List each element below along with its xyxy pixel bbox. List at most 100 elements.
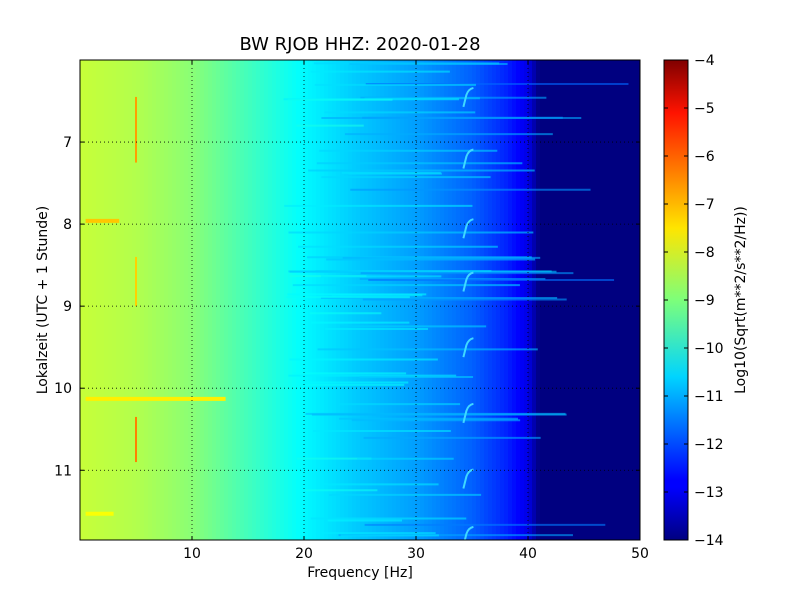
x-tick-label: 20 xyxy=(295,546,313,562)
spectrogram-cell xyxy=(324,60,329,540)
plot-area xyxy=(79,59,641,541)
colorbar-tick-label: −14 xyxy=(694,533,724,549)
spectrogram-cell xyxy=(296,60,301,540)
spectrogram-cell xyxy=(116,60,121,540)
spectrogram-cell xyxy=(196,60,201,540)
spectrogram-cell xyxy=(148,60,153,540)
colorbar-tick-label: −12 xyxy=(694,437,724,453)
signal-hook xyxy=(462,86,474,108)
x-tick-label: 40 xyxy=(519,546,537,562)
x-tick-label: 10 xyxy=(183,546,201,562)
spectrogram-cell xyxy=(572,60,577,540)
y-axis-label: Lokalzeit (UTC + 1 Stunde) xyxy=(35,206,51,395)
spectrogram-cell xyxy=(304,60,309,540)
spectrogram-cell xyxy=(292,60,297,540)
spectrogram-cell xyxy=(300,60,305,540)
spectrogram-cell xyxy=(612,60,617,540)
x-tick-label: 50 xyxy=(631,546,649,562)
chart-title: BW RJOB HHZ: 2020-01-28 xyxy=(239,34,480,55)
spectrogram-cell xyxy=(256,60,261,540)
spectrogram-cell xyxy=(92,60,97,540)
spectrogram-cell xyxy=(312,60,317,540)
colorbar-tick-label: −9 xyxy=(694,293,715,309)
spectrogram-cell xyxy=(268,60,273,540)
spectrogram-cell xyxy=(592,60,597,540)
signal-hook xyxy=(462,218,474,239)
spectrogram-cell xyxy=(260,60,265,540)
spectrogram-cell xyxy=(264,60,269,540)
spectrogram-cell xyxy=(160,60,165,540)
spectrogram-cell xyxy=(164,60,169,540)
colorbar-tick-label: −7 xyxy=(694,197,715,213)
spectrogram-cell xyxy=(124,60,129,540)
y-tick-label: 8 xyxy=(63,217,72,233)
spectrogram-cell xyxy=(156,60,161,540)
spectrogram-cell xyxy=(128,60,133,540)
spectrogram-cell xyxy=(88,60,93,540)
spectrogram-cell xyxy=(340,60,345,540)
y-tick-label: 10 xyxy=(54,381,72,397)
spectrogram-cell xyxy=(576,60,581,540)
spectrogram-cell xyxy=(336,60,341,540)
colorbar-tick-label: −6 xyxy=(694,149,715,165)
spectrogram-cell xyxy=(288,60,293,540)
spectrogram-cell xyxy=(584,60,589,540)
y-tick-label: 11 xyxy=(54,463,72,479)
spectrogram-cell xyxy=(616,60,621,540)
spectrogram-cell xyxy=(596,60,601,540)
signal-hook xyxy=(462,337,474,358)
spectrogram-cell xyxy=(140,60,145,540)
y-tick-label: 9 xyxy=(63,299,72,315)
spectrogram-cell xyxy=(232,60,237,540)
colorbar-tick-label: −13 xyxy=(694,485,724,501)
spectrogram-cell xyxy=(240,60,245,540)
spectrogram-cell xyxy=(212,60,217,540)
spectrogram-cell xyxy=(624,60,629,540)
spectrogram-cell xyxy=(332,60,337,540)
spectrogram-cell xyxy=(144,60,149,540)
spectrogram-cell xyxy=(632,60,637,540)
spectrogram-cell xyxy=(220,60,225,540)
spectrogram-cell xyxy=(316,60,321,540)
spectrogram-cell xyxy=(184,60,189,540)
signal-hook xyxy=(462,271,474,292)
spectrogram-cell xyxy=(244,60,249,540)
colorbar-ticks: −4 −5 −6 −7 −8 −9 −10 −11 −12 −13 −14 xyxy=(664,53,724,549)
signal-hook xyxy=(463,525,474,540)
spectrogram-cell xyxy=(272,60,277,540)
y-tick-label: 7 xyxy=(63,135,72,151)
spectrogram-cell xyxy=(104,60,109,540)
spectrogram-cell xyxy=(200,60,205,540)
spectrogram-cell xyxy=(360,60,365,540)
spectrogram-cell xyxy=(252,60,257,540)
spectrogram-cell xyxy=(112,60,117,540)
spectrogram-cell xyxy=(628,60,633,540)
colorbar-tick-label: −10 xyxy=(694,341,724,357)
signal-hook xyxy=(462,468,474,489)
spectrogram-cell xyxy=(248,60,253,540)
spectrogram-cell xyxy=(308,60,313,540)
colorbar-label: Log10(Sqrt(m**2/s**2/Hz)) xyxy=(733,206,749,394)
x-axis-label: Frequency [Hz] xyxy=(307,565,413,581)
spectrogram-cell xyxy=(176,60,181,540)
spectrogram-cell xyxy=(620,60,625,540)
spectrogram-cell xyxy=(132,60,137,540)
spectrogram-cell xyxy=(636,60,640,540)
spectrogram-cell xyxy=(152,60,157,540)
spectrogram-cell xyxy=(588,60,593,540)
spectrogram-cell xyxy=(284,60,289,540)
spectrogram-cell xyxy=(192,60,197,540)
colorbar: −4 −5 −6 −7 −8 −9 −10 −11 −12 −13 −14 Log10(Sqrt(m… xyxy=(663,53,749,549)
spectrogram-cell xyxy=(328,60,333,540)
spectrogram-cell xyxy=(80,60,85,540)
spectrogram-cell xyxy=(280,60,285,540)
colorbar-tick-label: −8 xyxy=(694,245,715,261)
spectrogram-cell xyxy=(608,60,613,540)
spectrogram-cell xyxy=(236,60,241,540)
spectrogram-cell xyxy=(344,60,349,540)
spectrogram-cell xyxy=(352,60,357,540)
spectrogram-cell xyxy=(568,60,573,540)
spectrogram-cell xyxy=(600,60,605,540)
spectrogram-cell xyxy=(84,60,89,540)
spectrogram-cell xyxy=(348,60,353,540)
